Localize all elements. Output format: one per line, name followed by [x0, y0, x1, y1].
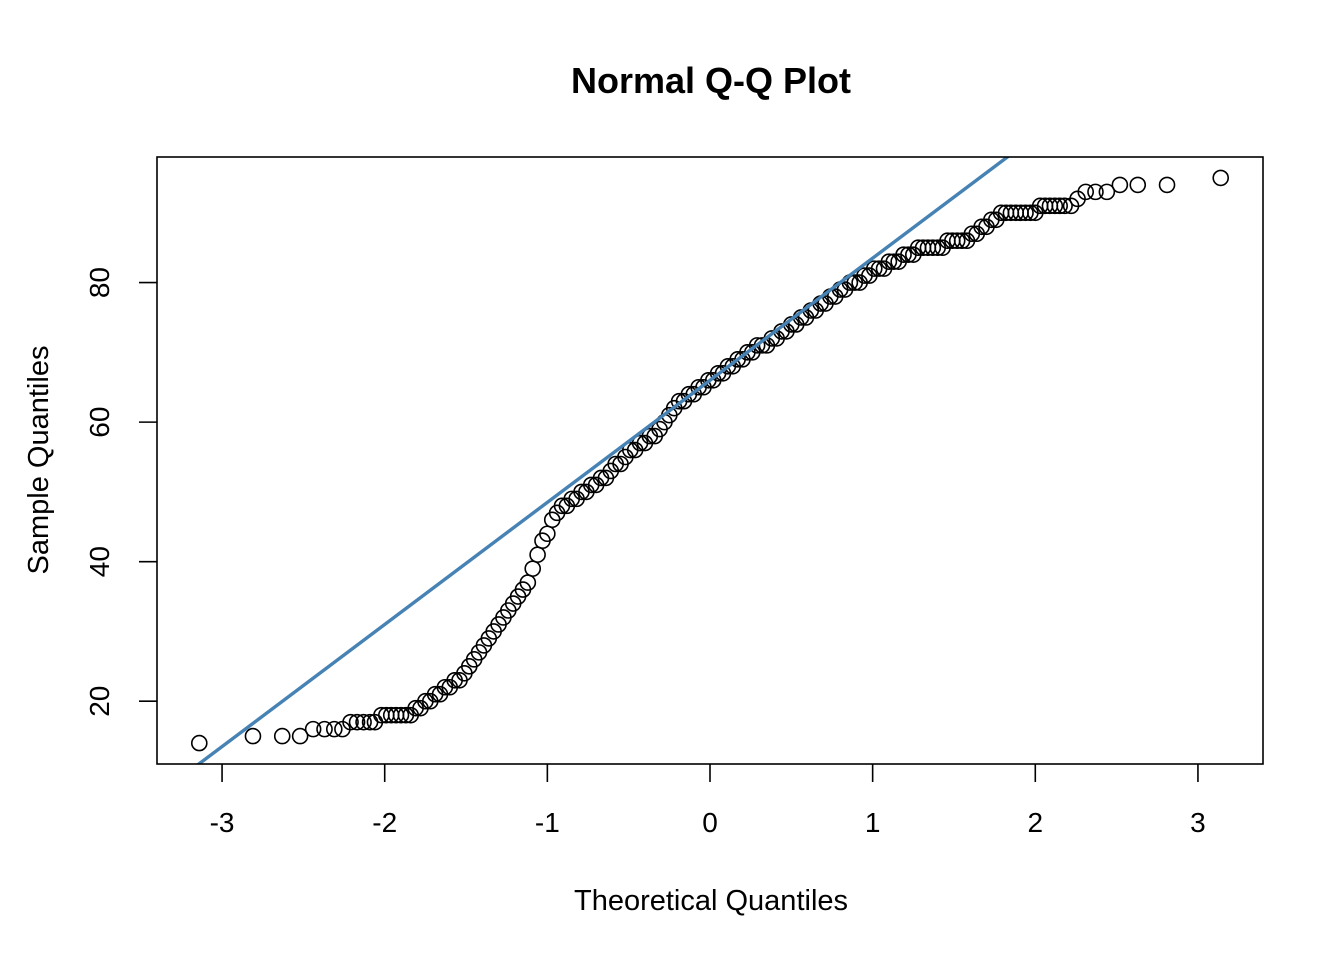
- data-point: [1212, 169, 1230, 187]
- y-tick-label: 40: [84, 546, 115, 577]
- data-point: [524, 560, 542, 577]
- data-point: [342, 713, 359, 731]
- y-tick-label: 80: [84, 267, 115, 298]
- points-layer: [190, 169, 1230, 752]
- data-point: [325, 720, 343, 738]
- data-point: [1158, 176, 1176, 194]
- reference-line-layer: [195, 157, 1011, 764]
- data-point: [748, 337, 766, 354]
- data-point: [1087, 183, 1104, 201]
- y-tick-label: 60: [84, 407, 115, 438]
- data-point: [304, 720, 322, 738]
- x-tick-label: 0: [702, 807, 718, 838]
- data-point: [355, 713, 372, 731]
- data-point: [392, 706, 410, 724]
- x-axis-label: Theoretical Quantiles: [574, 885, 848, 917]
- qq-reference-line: [195, 157, 1011, 764]
- y-tick-label: 20: [84, 686, 115, 717]
- data-point: [348, 713, 366, 731]
- data-point: [865, 260, 883, 277]
- data-point: [291, 727, 309, 745]
- data-point: [924, 239, 942, 257]
- data-point: [895, 246, 912, 263]
- data-point: [529, 546, 546, 563]
- data-point: [190, 734, 208, 752]
- data-point: [1098, 183, 1116, 201]
- data-point: [1111, 176, 1129, 194]
- x-tick-label: 1: [865, 807, 881, 838]
- x-axis: -3 -2 -1 0 1 2 3: [210, 764, 1206, 838]
- data-point: [948, 232, 966, 250]
- y-axis-label: Sample Quantiles: [23, 346, 55, 575]
- data-point: [1056, 197, 1073, 215]
- x-tick-label: 2: [1028, 807, 1044, 838]
- data-point: [273, 727, 291, 745]
- data-point: [880, 253, 898, 270]
- x-tick-label: -3: [210, 807, 235, 838]
- data-point: [244, 727, 262, 745]
- data-point: [1046, 197, 1064, 215]
- data-point: [1077, 183, 1095, 201]
- chart-title: Normal Q-Q Plot: [571, 60, 851, 101]
- data-point: [1129, 176, 1147, 194]
- x-tick-label: 3: [1190, 807, 1206, 838]
- x-tick-label: -1: [535, 807, 560, 838]
- data-point: [1051, 197, 1068, 215]
- x-tick-label: -2: [372, 807, 397, 838]
- data-point: [316, 720, 333, 738]
- data-point: [1017, 204, 1034, 222]
- y-axis: 20 40 60 80: [84, 267, 157, 717]
